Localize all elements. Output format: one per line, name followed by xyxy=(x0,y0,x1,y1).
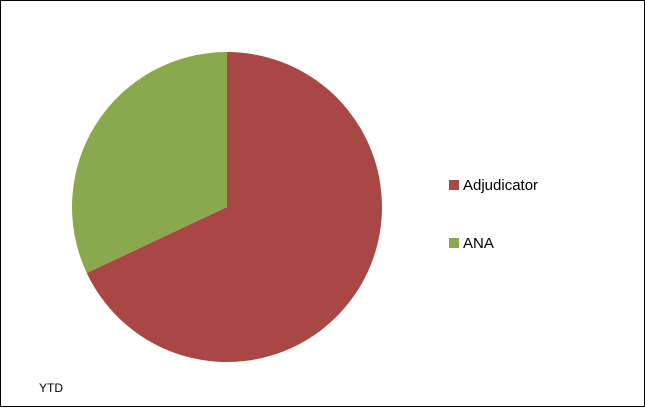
legend-swatch-ana xyxy=(449,238,459,248)
pie-slice-ana xyxy=(71,51,227,273)
legend-swatch-adjudicator xyxy=(449,180,459,190)
legend-item-adjudicator: Adjudicator xyxy=(449,175,609,195)
pie-slice-adjudicator xyxy=(86,52,383,362)
legend-label-adjudicator: Adjudicator xyxy=(463,176,539,194)
legend-label-ana: ANA xyxy=(463,234,494,252)
legend-item-ana: ANA xyxy=(449,233,609,253)
footer-label: YTD xyxy=(39,381,63,395)
